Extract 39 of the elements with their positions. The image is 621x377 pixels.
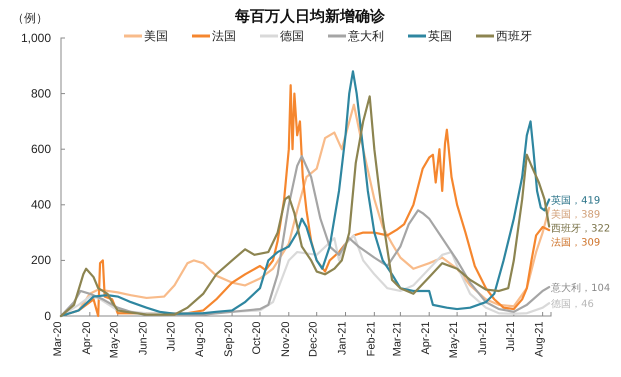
y-axis-title: （例） <box>12 11 48 25</box>
x-tick-label: Apr-21 <box>420 322 432 355</box>
annotation: 英国，419 <box>551 194 600 207</box>
x-tick-label: Feb-21 <box>365 322 378 356</box>
x-tick-label: Jun-21 <box>476 322 489 356</box>
x-tick-label: Mar-21 <box>391 322 404 356</box>
annotation: 德国，46 <box>551 299 594 310</box>
y-tick-label: 200 <box>30 253 52 268</box>
x-tick-label: Jul-21 <box>504 322 517 352</box>
x-tick-label: Mar-20 <box>52 322 64 356</box>
legend-label: 法国 <box>212 29 236 43</box>
annotation: 美国，389 <box>551 208 600 221</box>
x-tick-label: Jun-20 <box>137 322 150 356</box>
x-tick-label: Dec-20 <box>308 322 320 357</box>
annotation: 意大利，104 <box>550 282 610 294</box>
x-tick-label: Nov-20 <box>280 322 292 357</box>
x-tick-label: May-21 <box>448 322 460 358</box>
x-tick-label: Oct-20 <box>250 322 263 355</box>
x-tick-label: Aug-20 <box>194 322 206 357</box>
x-tick-label: Sep-20 <box>223 322 236 357</box>
legend-label: 英国 <box>428 29 452 43</box>
x-tick-label: Jul-20 <box>165 322 178 352</box>
y-tick-label: 400 <box>30 198 52 212</box>
legend-label: 美国 <box>144 29 168 43</box>
legend-label: 意大利 <box>347 29 384 43</box>
annotation: 西班牙，322 <box>551 222 610 235</box>
x-tick-label: Apr-20 <box>80 322 93 355</box>
y-tick-label: 600 <box>30 142 52 156</box>
x-tick-label: May-20 <box>108 322 121 358</box>
y-tick-label: 1,000 <box>20 30 52 45</box>
x-tick-label: Aug-21 <box>534 322 546 357</box>
chart-title: 每百万人日均新增确诊 <box>234 7 386 25</box>
y-tick-label: 0 <box>44 308 52 323</box>
x-tick-label: Jan-21 <box>336 322 348 356</box>
legend-label: 德国 <box>280 29 304 43</box>
line-series <box>60 155 550 318</box>
annotation: 法国，309 <box>551 236 600 249</box>
legend-label: 西班牙 <box>496 29 532 43</box>
y-tick-label: 800 <box>30 86 52 100</box>
